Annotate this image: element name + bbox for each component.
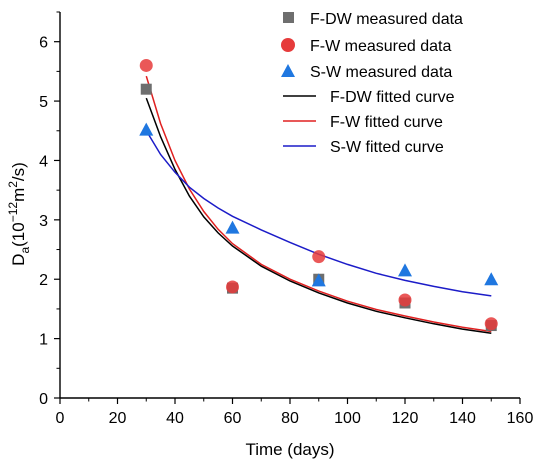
legend-marker-square [283,12,294,23]
x-tick-label: 120 [392,410,419,427]
x-tick-label: 0 [56,410,65,427]
y-tick-label: 5 [39,94,48,111]
y-tick-label: 6 [39,35,48,52]
x-tick-label: 80 [281,410,299,427]
point-triangle [139,122,154,136]
x-axis-title: Time (days) [245,440,334,459]
y-axis-title-unit: m [9,188,28,202]
legend-label-sw-fitted: S-W fitted curve [330,139,444,156]
y-tick-label: 4 [39,153,48,170]
y-tick-label: 1 [39,332,48,349]
point-circle [398,293,412,307]
legend-label-sw-measured: S-W measured data [310,64,452,81]
fitted-curve-2 [145,130,492,297]
y-axis-title: Da(10−12m2/s) [6,162,32,266]
legend-label-fw-measured: F-W measured data [310,38,451,55]
x-tick-label: 160 [507,410,534,427]
point-triangle [484,272,499,286]
x-tick-label: 20 [109,410,127,427]
fitted-curve-1 [145,75,492,333]
x-tick-label: 140 [449,410,476,427]
y-axis-title-exponent-2: 2 [6,181,20,188]
legend: F-DW measured data F-W measured data S-W… [281,11,463,156]
point-triangle [311,273,326,287]
legend-label-fw-fitted: F-W fitted curve [330,114,443,131]
measured-points [139,58,499,332]
y-axis-title-main: D [9,254,28,266]
x-tick-label: 40 [166,410,184,427]
y-tick-label: 0 [39,391,48,408]
y-axis-title-close: /s) [9,162,28,181]
legend-label-fdw-fitted: F-DW fitted curve [330,89,455,106]
y-axis-title-open: (10 [9,222,28,247]
point-circle [226,280,239,294]
fitted-curves [145,75,492,335]
x-tick-label: 60 [224,410,242,427]
y-axis-title-exponent-1: −12 [6,202,20,223]
point-square [140,83,152,95]
point-triangle [398,263,412,277]
legend-marker-circle [281,38,295,52]
y-tick-label: 2 [39,272,48,289]
point-triangle [225,220,240,234]
y-tick-label: 3 [39,213,48,230]
legend-label-fdw-measured: F-DW measured data [310,11,463,28]
point-circle [312,250,326,264]
point-circle [139,58,153,72]
x-tick-label: 100 [334,410,361,427]
fitted-curve-0 [145,97,492,335]
y-axis-title-subscript: a [18,247,32,254]
legend-marker-triangle [281,64,295,77]
x-axis-ticks: 0 20 40 60 80 100 120 140 160 [56,398,534,427]
y-axis-ticks: 0 1 2 3 4 5 6 [39,11,60,408]
point-circle [484,317,498,331]
